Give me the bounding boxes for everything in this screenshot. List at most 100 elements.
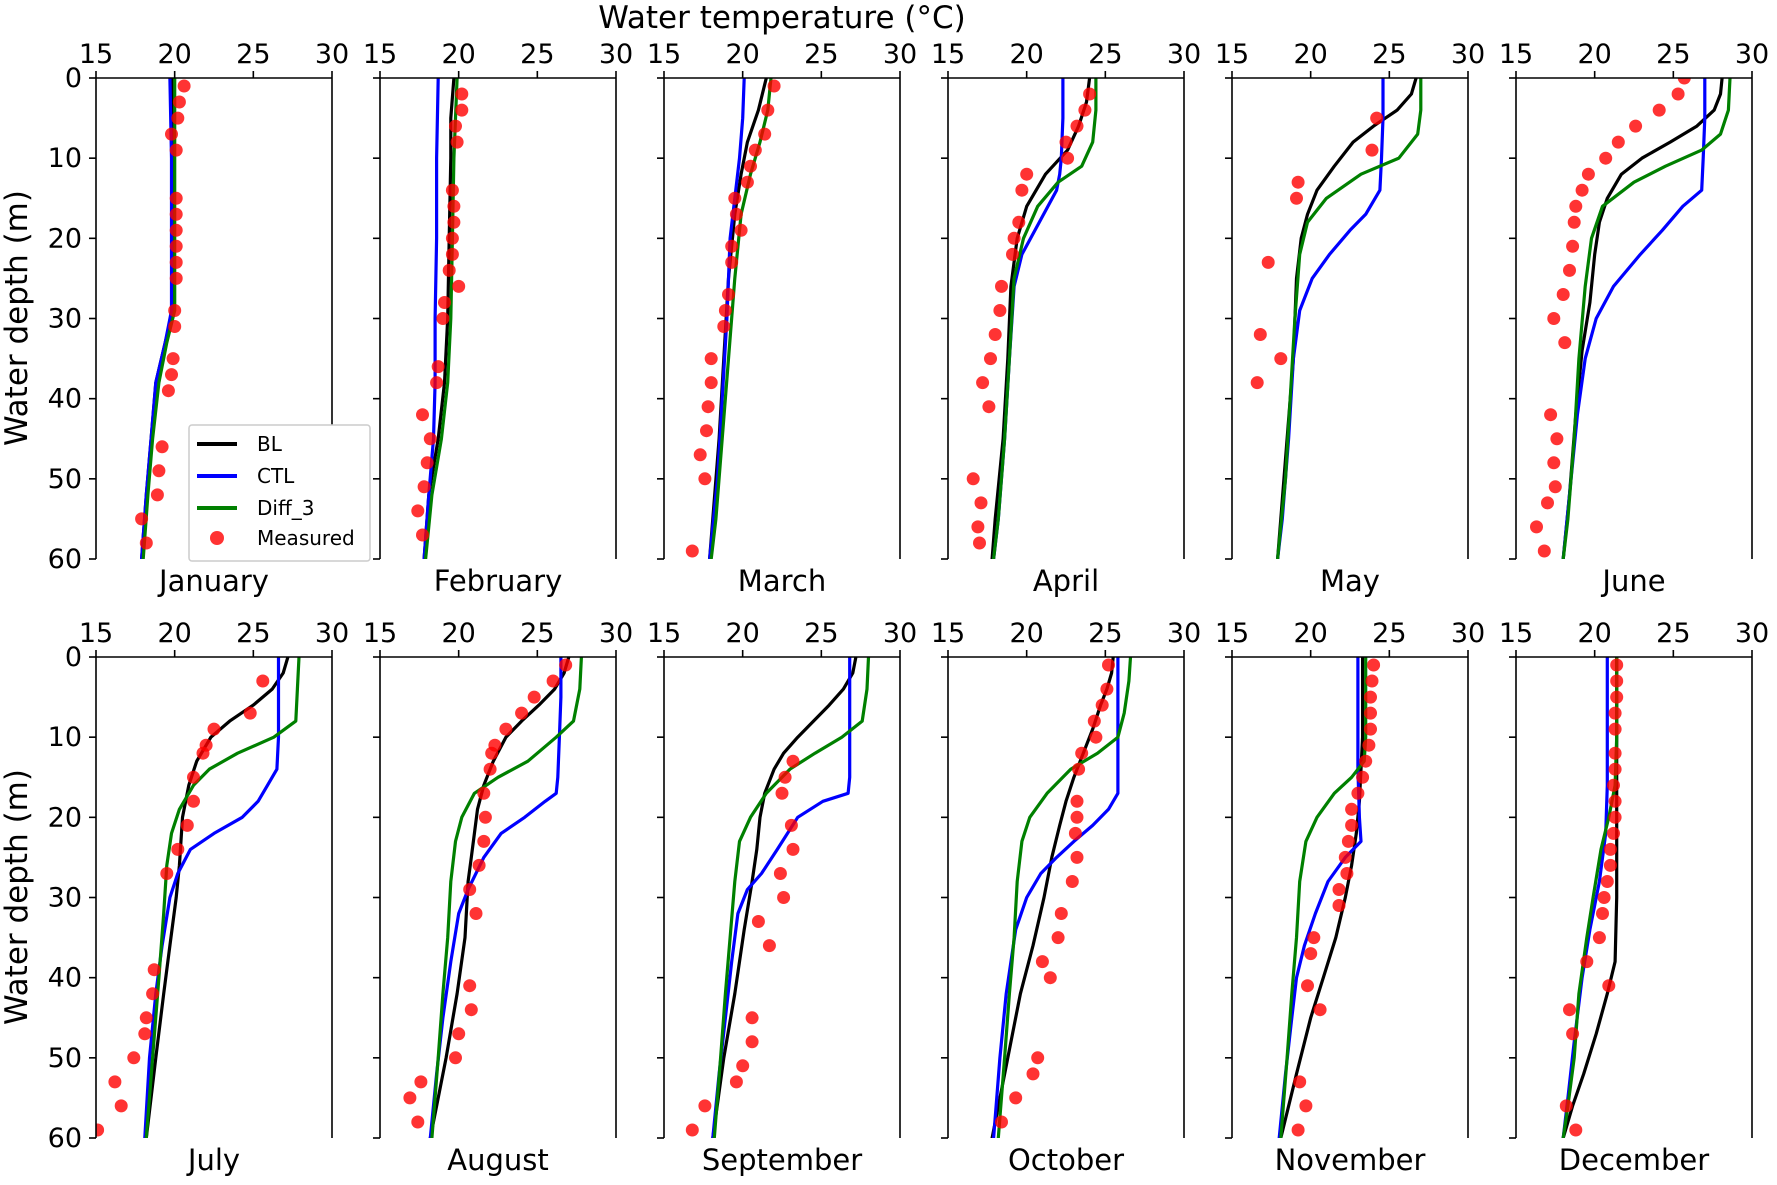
measured-point	[761, 103, 775, 117]
measured-point	[1307, 931, 1321, 945]
y-tick-label: 50	[48, 1043, 82, 1074]
measured-point	[546, 674, 560, 688]
measured-point	[138, 1027, 152, 1041]
measured-point	[745, 1011, 759, 1025]
measured-point	[1597, 891, 1611, 904]
month-label: July	[186, 1143, 240, 1177]
measured-point	[1100, 682, 1114, 696]
measured-point	[485, 746, 499, 760]
measured-point	[966, 472, 980, 486]
measured-point	[146, 987, 160, 1001]
month-label: May	[1320, 564, 1380, 598]
month-label: March	[738, 564, 826, 598]
panel-february: 15 20 25 30 February	[363, 39, 633, 598]
measured-point	[135, 512, 149, 526]
measured-point	[1550, 432, 1564, 446]
month-label: April	[1033, 564, 1099, 598]
panel-september: 15 20 25 30 September	[647, 618, 917, 1177]
measured-point	[973, 536, 986, 550]
measured-point	[464, 1003, 478, 1017]
measured-point	[1007, 231, 1021, 245]
x-tick-label: 20	[725, 39, 759, 70]
x-tick-label: 20	[1009, 39, 1043, 70]
measured-point	[1569, 1123, 1583, 1137]
measured-point	[1607, 826, 1620, 840]
measured-point	[1015, 183, 1029, 197]
legend-frame	[188, 424, 371, 562]
x-tick-label: 25	[520, 39, 554, 70]
measured-point	[1059, 135, 1073, 149]
measured-point	[1600, 875, 1614, 888]
x-tick-label: 15	[363, 618, 397, 649]
measured-point	[414, 1075, 428, 1089]
measured-point	[155, 440, 169, 454]
measured-point	[478, 810, 492, 824]
legend-label-diff3: Diff_3	[257, 496, 314, 520]
month-label: September	[702, 1143, 862, 1177]
measured-point	[420, 456, 434, 470]
measured-point	[161, 384, 175, 398]
measured-point	[243, 706, 257, 720]
measured-point	[1089, 730, 1103, 744]
measured-point	[995, 279, 1008, 293]
measured-point	[1253, 328, 1267, 341]
measured-point	[745, 1035, 759, 1049]
measured-point	[442, 263, 456, 277]
measured-point	[169, 207, 183, 221]
x-tick-label: 25	[804, 39, 838, 70]
measured-point	[450, 135, 464, 149]
measured-point	[1068, 826, 1082, 840]
measured-point	[704, 352, 718, 366]
panel-may: 15 20 25 30 May	[1215, 39, 1485, 598]
panels-group: 15 20 25 30 0 10 20 30 40 50 60 January 15 20 25 30 Febr…	[48, 39, 1770, 1177]
measured-point	[1608, 794, 1622, 808]
measured-point	[1566, 1027, 1580, 1041]
measured-point	[172, 95, 186, 109]
measured-point	[1599, 151, 1613, 165]
measured-point	[1291, 1123, 1305, 1137]
measured-point	[1608, 762, 1622, 776]
y-tick-label: 10	[48, 722, 82, 753]
measured-point	[114, 1099, 128, 1113]
measured-point	[1547, 312, 1561, 325]
y-tick-label: 0	[65, 63, 82, 94]
measured-point	[166, 352, 180, 366]
measured-point	[1293, 1075, 1307, 1089]
y-tick-label: 20	[48, 802, 82, 833]
series-diff-3-line	[430, 657, 584, 1138]
y-tick-label: 40	[48, 963, 82, 994]
measured-point	[1556, 288, 1570, 301]
x-tick-label: 25	[236, 39, 270, 70]
measured-point	[445, 231, 459, 245]
x-tick-label: 20	[441, 39, 475, 70]
measured-point	[1340, 867, 1354, 880]
measured-point	[1338, 850, 1352, 864]
y-axis-title-bottom-row: Water depth (m)	[0, 769, 35, 1025]
plot-area-february	[411, 78, 469, 559]
measured-point	[1072, 762, 1086, 776]
month-label: December	[1559, 1143, 1709, 1177]
measured-point	[976, 376, 990, 390]
y-tick-label: 30	[48, 304, 82, 335]
measured-point	[725, 239, 739, 253]
y-tick-label: 60	[48, 1123, 82, 1154]
measured-point	[187, 794, 200, 808]
measured-point	[430, 376, 444, 390]
panel-november: 15 20 25 30 November	[1215, 618, 1485, 1177]
measured-point	[974, 496, 988, 510]
measured-point	[1290, 191, 1303, 205]
measured-point	[1559, 1099, 1573, 1113]
x-tick-label: 25	[804, 618, 838, 649]
x-tick-label: 30	[1167, 618, 1201, 649]
x-tick-label: 25	[1372, 39, 1406, 70]
series-diff-3-line	[996, 657, 1133, 1138]
measured-point	[171, 111, 185, 125]
measured-point	[1070, 850, 1084, 864]
measured-point	[463, 883, 477, 896]
series-bl-line	[1279, 657, 1365, 1138]
month-label: November	[1275, 1143, 1426, 1177]
measured-point	[1610, 690, 1624, 704]
measured-point	[168, 320, 182, 333]
measured-point	[96, 1123, 105, 1137]
x-tick-label: 25	[1656, 39, 1690, 70]
